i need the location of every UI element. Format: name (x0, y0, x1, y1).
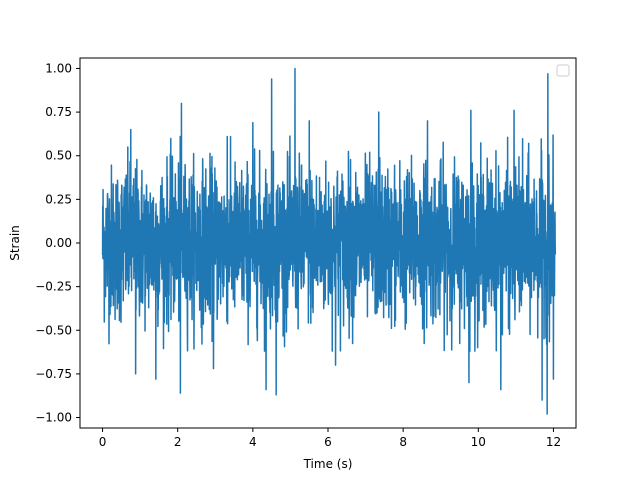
legend-box[interactable] (556, 64, 570, 77)
x-tick-label: 0 (99, 435, 107, 449)
y-tick-label: −1.00 (35, 411, 72, 425)
x-axis-title: Time (s) (303, 457, 353, 471)
y-tick-label: 0.75 (45, 105, 72, 119)
x-tick-label: 4 (249, 435, 257, 449)
strain-series-line (101, 67, 557, 415)
y-tick-label: −0.75 (35, 367, 72, 381)
y-axis: −1.00 −0.75 −0.50 −0.25 0.00 0.25 0.50 0.75 1.00 (35, 61, 80, 425)
y-tick-label: 0.25 (45, 192, 72, 206)
y-tick-label: −0.25 (35, 280, 72, 294)
y-axis-title: Strain (8, 225, 22, 261)
y-tick-label: 0.50 (45, 149, 72, 163)
y-tick-label: 1.00 (45, 61, 72, 75)
x-tick-label: 6 (324, 435, 332, 449)
x-tick-label: 10 (471, 435, 486, 449)
series-layer (101, 67, 557, 415)
x-axis: 0 2 4 6 8 10 12 (99, 428, 561, 449)
x-tick-label: 8 (399, 435, 407, 449)
y-tick-label: −0.50 (35, 323, 72, 337)
x-tick-label: 12 (546, 435, 561, 449)
x-tick-label: 2 (174, 435, 182, 449)
y-tick-label: 0.00 (45, 236, 72, 250)
